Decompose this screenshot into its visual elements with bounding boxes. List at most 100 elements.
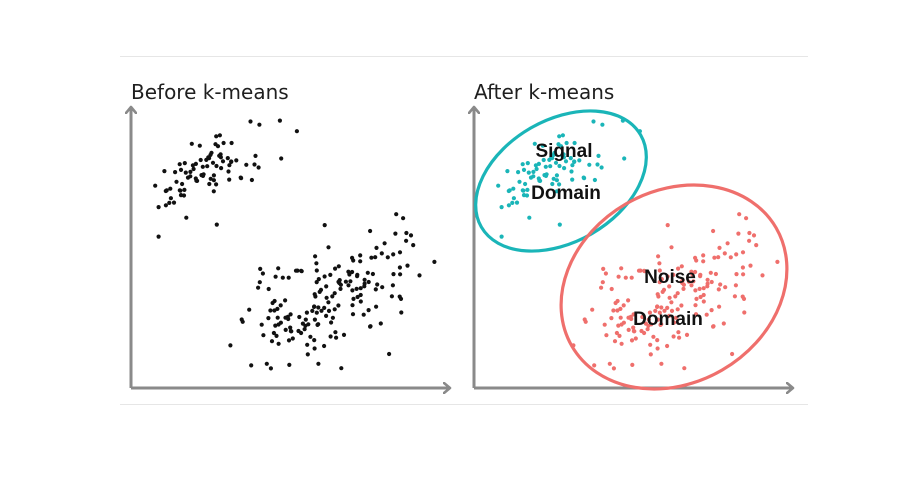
data-point — [319, 308, 324, 313]
noise-point — [723, 285, 728, 290]
data-point — [286, 338, 292, 343]
data-point — [182, 161, 187, 166]
noise-point — [657, 261, 662, 266]
data-point — [275, 315, 280, 320]
signal-point — [591, 119, 596, 124]
noise-point — [604, 333, 609, 338]
noise-point — [618, 315, 623, 320]
data-point — [286, 316, 291, 322]
noise-point — [619, 322, 624, 327]
data-point — [391, 272, 396, 277]
data-point — [177, 162, 182, 167]
data-point — [205, 164, 210, 169]
noise-point — [665, 223, 670, 228]
data-point — [300, 321, 305, 326]
noise-point — [601, 266, 606, 271]
signal-point — [540, 143, 545, 148]
noise-point — [747, 238, 752, 243]
data-point — [358, 259, 363, 264]
signal-point — [496, 183, 501, 188]
data-point — [184, 215, 189, 220]
signal-label-line2: Domain — [531, 183, 601, 204]
data-point — [404, 230, 409, 236]
data-point — [208, 176, 213, 181]
signal-point — [572, 140, 577, 146]
data-point — [257, 280, 262, 285]
signal-point — [587, 162, 592, 167]
signal-point — [510, 200, 515, 205]
noise-point — [693, 303, 698, 308]
noise-point — [600, 280, 605, 285]
noise-point — [648, 342, 653, 347]
data-point — [229, 159, 234, 164]
data-point — [369, 255, 374, 260]
data-point — [293, 268, 299, 273]
signal-point — [557, 163, 562, 169]
noise-point — [744, 216, 749, 221]
noise-point — [631, 325, 636, 330]
data-point — [312, 304, 317, 309]
data-point — [197, 143, 202, 148]
signal-cluster-ellipse — [474, 109, 648, 253]
noise-point — [592, 363, 597, 368]
signal-point — [592, 177, 598, 183]
data-point — [290, 336, 295, 341]
data-point — [314, 280, 319, 285]
data-point — [324, 284, 329, 289]
data-point — [279, 156, 284, 161]
data-point — [168, 196, 173, 201]
noise-point — [718, 282, 723, 287]
noise-point — [673, 315, 679, 320]
noise-point — [662, 308, 667, 313]
data-point — [368, 324, 373, 329]
noise-point — [717, 245, 722, 250]
signal-point — [563, 159, 569, 164]
data-point — [351, 296, 356, 301]
noise-point — [659, 305, 664, 310]
signal-point — [507, 188, 512, 193]
signal-point — [549, 155, 554, 160]
noise-point — [713, 271, 719, 277]
data-point — [287, 362, 292, 367]
signal-point — [553, 160, 559, 165]
data-point — [322, 274, 327, 279]
data-point — [365, 270, 370, 275]
data-point — [294, 129, 299, 134]
data-point — [343, 279, 348, 284]
signal-point — [541, 157, 546, 163]
noise-point — [612, 339, 618, 344]
noise-point — [677, 335, 682, 340]
noise-label-line1: Noise — [644, 267, 696, 288]
data-point — [304, 310, 309, 315]
noise-point — [658, 322, 663, 327]
data-point — [297, 314, 302, 320]
noise-point — [640, 314, 645, 320]
signal-point — [595, 162, 600, 167]
noise-point — [697, 286, 702, 291]
noise-point — [667, 284, 672, 289]
data-point — [310, 308, 315, 313]
data-point — [189, 141, 194, 146]
data-point — [276, 322, 281, 327]
data-point — [341, 332, 347, 337]
data-point — [167, 200, 172, 205]
signal-point — [558, 144, 564, 149]
noise-point — [672, 320, 677, 325]
noise-point — [704, 312, 709, 317]
signal-point — [570, 177, 575, 182]
top-rule — [120, 56, 808, 57]
data-point — [333, 266, 338, 271]
data-point — [191, 166, 196, 172]
noise-point — [646, 317, 651, 322]
data-point — [380, 285, 385, 290]
noise-point — [629, 338, 635, 343]
noise-cluster-ellipse — [559, 183, 789, 391]
signal-point — [569, 169, 574, 174]
signal-point — [557, 134, 562, 139]
data-point — [264, 361, 269, 366]
noise-point — [712, 255, 717, 260]
data-point — [316, 305, 321, 310]
data-point — [195, 178, 200, 183]
noise-point — [655, 292, 660, 297]
data-point — [332, 307, 337, 312]
